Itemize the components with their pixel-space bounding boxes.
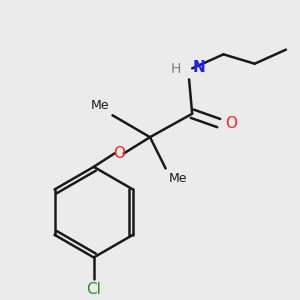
Text: O: O [113, 146, 125, 161]
Text: H: H [171, 61, 181, 76]
Text: N: N [192, 60, 205, 75]
Text: Me: Me [91, 99, 110, 112]
Text: O: O [225, 116, 237, 130]
Text: Me: Me [169, 172, 187, 184]
Text: Cl: Cl [86, 282, 101, 297]
